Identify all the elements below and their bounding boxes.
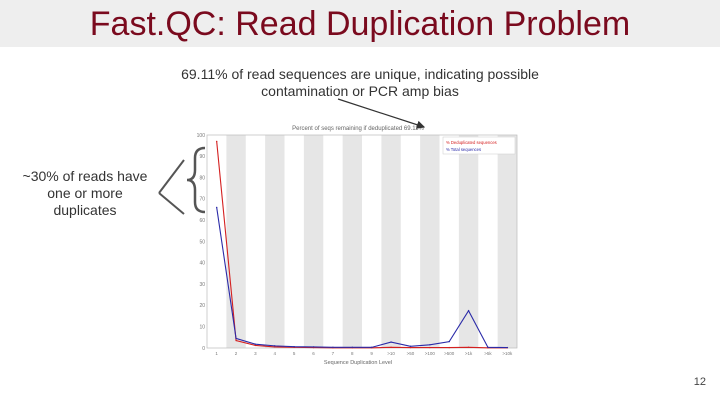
legend-entry-dedup: % Deduplicated sequences <box>446 140 497 145</box>
x-tick-label: >500 <box>444 351 455 356</box>
chart-stripe <box>458 135 479 348</box>
y-tick-labels: 0 10 20 30 40 50 60 70 80 90 100 <box>197 133 206 352</box>
x-tick-label: >5k <box>484 351 492 356</box>
series-lines <box>216 141 508 349</box>
data-point <box>215 206 218 209</box>
chart-stripe <box>342 135 362 348</box>
y-tick-label: 80 <box>199 175 205 181</box>
data-point <box>506 346 509 349</box>
x-tick-label: 2 <box>235 351 238 356</box>
data-point <box>448 340 450 343</box>
page-number: 12 <box>693 376 706 388</box>
duplication-chart: Percent of seqs remaining if deduplicate… <box>193 118 523 368</box>
y-tick-label: 100 <box>197 133 206 139</box>
x-tick-label: 1 <box>215 351 218 356</box>
y-tick-label: 60 <box>199 218 205 224</box>
title-bar <box>0 0 720 47</box>
y-tick-label: 50 <box>199 239 205 245</box>
data-point <box>215 140 218 143</box>
y-tick-label: 70 <box>199 197 205 203</box>
x-tick-label: 8 <box>351 351 354 356</box>
data-point <box>390 346 392 349</box>
x-tick-label: >10 <box>387 351 395 356</box>
legend-box <box>442 136 516 155</box>
annotation-left: ~30% of reads have one or more duplicate… <box>22 168 148 218</box>
y-tick-label: 90 <box>199 154 205 160</box>
data-point <box>429 344 431 346</box>
x-tick-label: 5 <box>293 351 296 356</box>
data-point <box>293 346 295 348</box>
data-point <box>351 346 354 349</box>
chart-stripe <box>497 135 517 348</box>
data-point <box>467 310 470 312</box>
data-point <box>254 343 257 345</box>
series-points <box>215 140 509 349</box>
x-tick-label: 3 <box>254 351 257 356</box>
x-tick-label: >50 <box>407 351 415 356</box>
arrow-to-chart-title <box>337 98 426 129</box>
x-tick-label: 4 <box>274 351 277 356</box>
data-point <box>409 345 412 347</box>
chart-title: Percent of seqs remaining if deduplicate… <box>292 126 424 132</box>
x-tick-label: 9 <box>370 351 373 356</box>
legend-entry-total: % Total sequences <box>446 147 481 152</box>
chart-stripe <box>381 135 401 348</box>
data-point <box>312 346 315 348</box>
duplication-chart-svg: Percent of seqs remaining if deduplicate… <box>197 126 518 366</box>
slide-title: Fast.QC: Read Duplication Problem <box>89 5 631 43</box>
data-point <box>235 337 237 340</box>
chart-stripes <box>226 135 517 348</box>
x-tick-label: >1k <box>465 351 473 356</box>
data-point <box>332 346 334 349</box>
x-tick-label: >10k <box>502 351 513 356</box>
data-point <box>467 346 470 349</box>
pointer-line-lower <box>158 192 185 215</box>
data-point <box>487 346 489 349</box>
y-tick-label: 10 <box>199 325 205 331</box>
data-point <box>409 346 412 349</box>
bracket-icon <box>186 146 206 214</box>
x-tick-label: 6 <box>312 351 315 356</box>
chart-stripe <box>303 135 324 348</box>
chart-stripe <box>420 135 440 348</box>
data-point <box>274 345 276 347</box>
data-point <box>448 346 450 349</box>
pointer-line-upper <box>158 159 185 194</box>
x-tick-label: 7 <box>332 351 335 356</box>
data-point <box>370 346 373 349</box>
x-tick-labels: 1 2 3 4 5 6 7 8 9 >10 >50 >100 >500 >1k >5k >10k <box>215 351 513 356</box>
data-point <box>235 339 237 342</box>
x-axis-label: Sequence Duplication Level <box>324 360 392 366</box>
y-tick-label: 30 <box>199 282 205 288</box>
series-line-1 <box>216 207 508 349</box>
data-point <box>429 346 431 349</box>
data-point <box>274 346 276 348</box>
annotation-top: 69.11% of read sequences are unique, ind… <box>181 66 539 99</box>
x-tick-label: >100 <box>425 351 436 356</box>
chart-legend: % Deduplicated sequences % Total sequenc… <box>442 136 516 155</box>
y-tick-label: 40 <box>199 261 205 267</box>
data-point <box>390 341 392 343</box>
y-tick-label: 0 <box>202 346 205 352</box>
y-tick-label: 20 <box>199 303 205 309</box>
chart-stripe <box>265 135 285 348</box>
data-point <box>254 344 257 347</box>
